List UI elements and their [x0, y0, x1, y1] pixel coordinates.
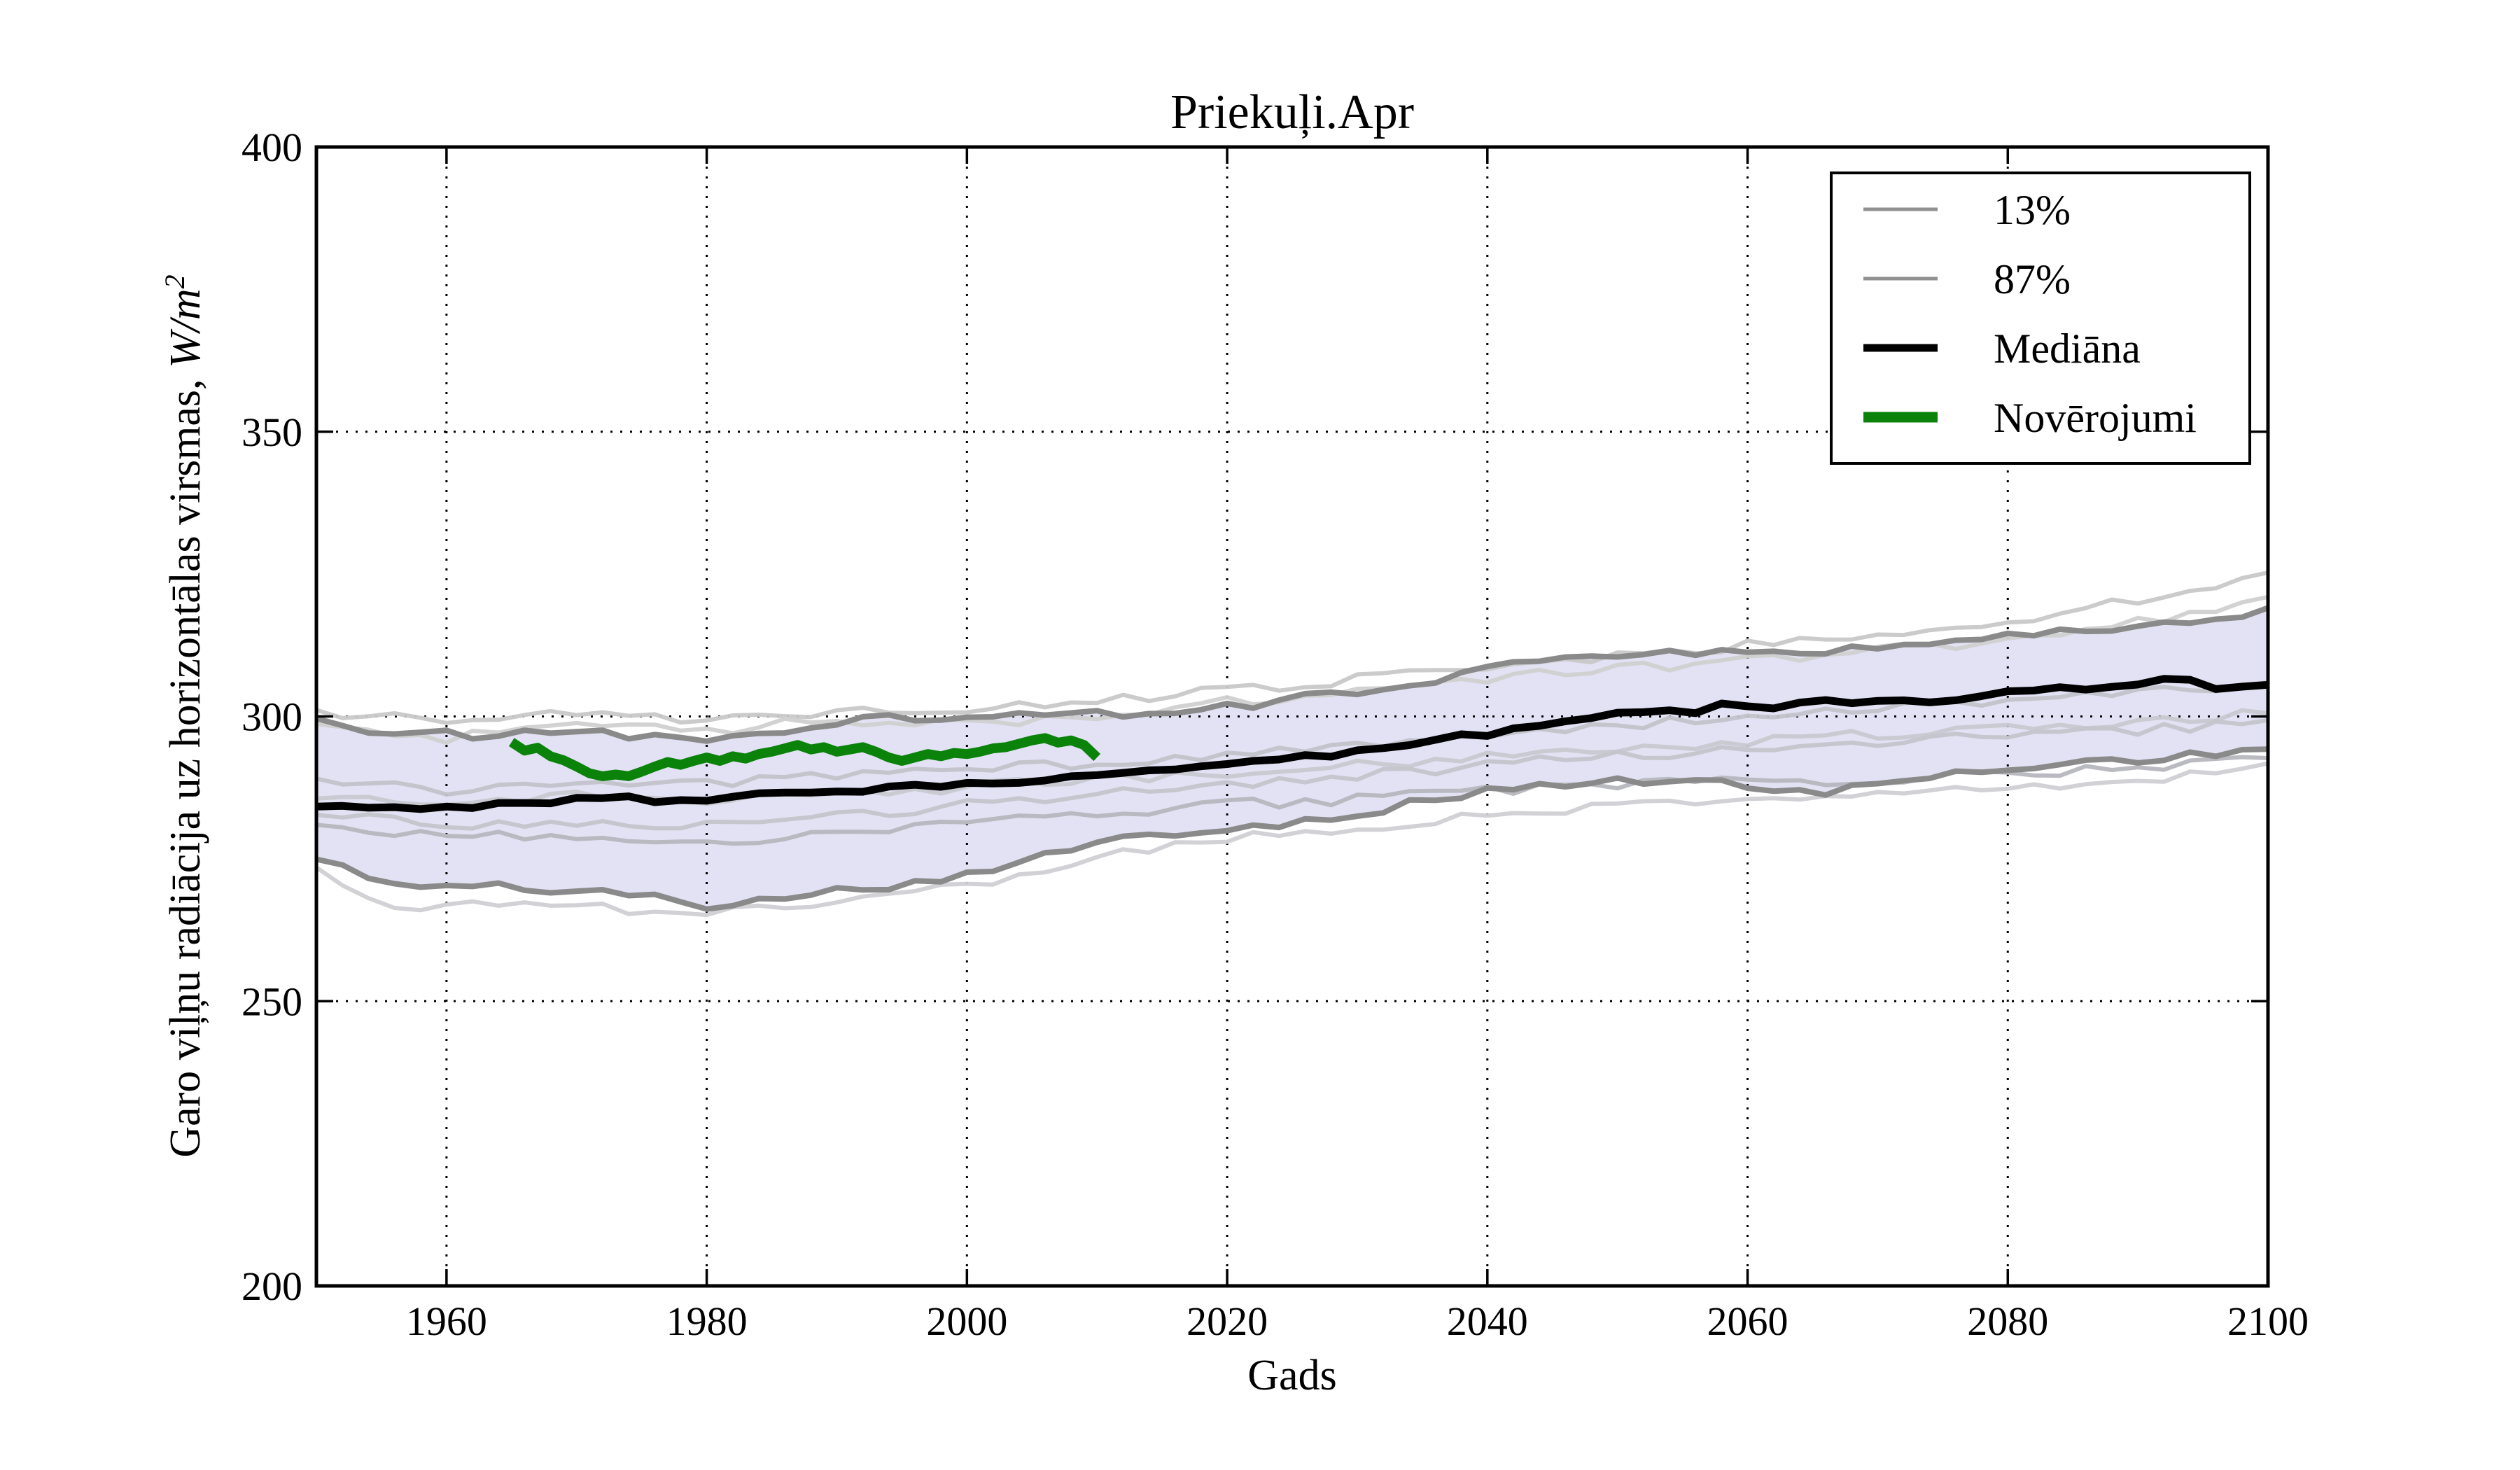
- x-tick-label-2020: 2020: [1186, 1298, 1268, 1344]
- percentile-lines: [315, 605, 2269, 912]
- legend: 13% 87% Mediāna Novērojumi: [1830, 172, 2251, 465]
- ensemble-member-6-line: [315, 761, 2269, 918]
- y-tick-labels: 200 250 300 350 400: [241, 125, 302, 1309]
- percentile-lower-line: [316, 746, 2269, 912]
- y-axis-label-math: W/m: [162, 288, 209, 368]
- observations-line: [508, 733, 1101, 781]
- chart-title: Priekuļi.Apr: [1170, 85, 1414, 139]
- y-tick-label-350: 350: [241, 410, 302, 455]
- legend-label-Novērojumi: Novērojumi: [1994, 395, 2197, 441]
- y-tick-label-200: 200: [241, 1264, 302, 1309]
- x-tick-label-1960: 1960: [406, 1298, 487, 1344]
- x-tick-label-2040: 2040: [1447, 1298, 1528, 1344]
- legend-label-Mediāna: Mediāna: [1994, 326, 2141, 372]
- y-axis-label-superscript: 2: [159, 274, 190, 288]
- y-axis-label: Garo viļņu radiācija uz horizontālas vir…: [159, 274, 209, 1157]
- percentile-upper-line: [315, 605, 2269, 744]
- y-tick-label-250: 250: [241, 979, 302, 1024]
- y-tick-label-400: 400: [241, 125, 302, 170]
- x-tick-label-2000: 2000: [926, 1298, 1007, 1344]
- x-tick-label-2060: 2060: [1707, 1298, 1788, 1344]
- ensemble-member-1-line: [316, 570, 2269, 725]
- median-line: [316, 675, 2269, 813]
- median-line: [316, 675, 2269, 813]
- legend-label-87%: 87%: [1994, 256, 2071, 302]
- legend-label-13%: 13%: [1994, 187, 2071, 233]
- x-axis-label: Gads: [1247, 1352, 1336, 1399]
- ensemble-member-7-line: [316, 718, 2269, 831]
- x-tick-label-2100: 2100: [2227, 1298, 2309, 1344]
- x-tick-labels: 1960 1980 2000 2020 2040 2060 2080 2100: [406, 1298, 2309, 1344]
- x-tick-label-1980: 1980: [666, 1298, 748, 1344]
- y-axis-label-text: Garo viļņu radiācija uz horizontālas vir…: [162, 368, 209, 1158]
- tick-marks: [316, 146, 2269, 1287]
- observations-line: [508, 733, 1101, 781]
- x-tick-label-2080: 2080: [1967, 1298, 2048, 1344]
- y-tick-label-300: 300: [241, 694, 302, 740]
